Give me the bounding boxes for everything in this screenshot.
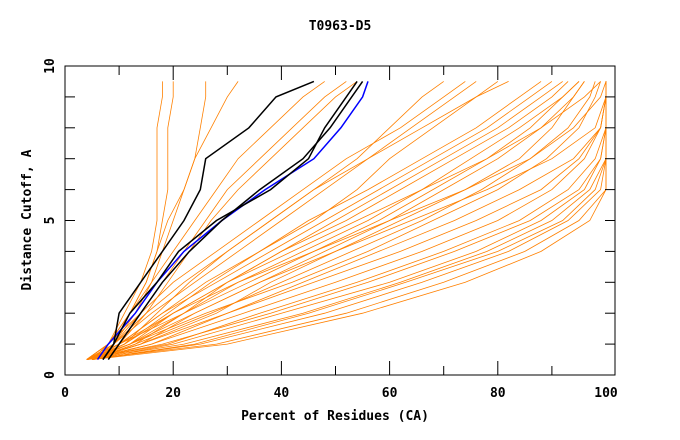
orange-series-35	[86, 81, 542, 360]
orange-series-13	[91, 81, 569, 360]
y-axis-label: Distance Cutoff, A	[20, 149, 35, 290]
orange-series-26	[91, 81, 239, 360]
orange-series-15	[91, 81, 585, 360]
x-tick-label: 80	[490, 386, 506, 401]
orange-series-31	[91, 81, 607, 360]
y-tick-label: 5	[43, 217, 58, 225]
y-tick-label: 0	[43, 371, 58, 379]
x-tick-label: 20	[165, 386, 181, 401]
orange-series-20	[91, 81, 499, 360]
x-tick-label: 60	[382, 386, 398, 401]
orange-series-18	[91, 81, 477, 360]
orange-series-27	[86, 81, 163, 360]
y-tick-label: 10	[43, 58, 58, 74]
model-black-1	[102, 80, 358, 361]
model-black-3	[107, 80, 364, 361]
orange-series-11	[86, 81, 580, 360]
orange-series-34	[91, 81, 563, 360]
orange-series-21	[86, 81, 466, 360]
orange-series-17	[91, 81, 580, 360]
x-tick-label: 100	[594, 386, 618, 401]
model-black-2	[102, 80, 315, 361]
ticks-layer: 0 20 40 60 80 100 0 5 10	[43, 58, 618, 401]
orange-series-12	[91, 81, 596, 360]
orange-series-33	[86, 81, 607, 360]
orange-series-22	[91, 81, 347, 360]
x-tick-label: 0	[61, 386, 69, 401]
chart-title: T0963-D5	[309, 19, 372, 34]
orange-series-2	[91, 81, 607, 360]
orange-series-28	[91, 81, 358, 360]
x-tick-label: 40	[274, 386, 290, 401]
curves-layer	[86, 80, 607, 361]
orange-series-14	[86, 81, 601, 360]
x-axis-label: Percent of Residues (CA)	[241, 409, 429, 424]
orange-series-9	[86, 81, 607, 360]
orange-series-29	[91, 81, 509, 360]
orange-series-32	[91, 81, 607, 360]
orange-series-30	[86, 81, 601, 360]
orange-series-8	[91, 81, 607, 360]
orange-series-25	[86, 81, 207, 360]
orange-series-6	[91, 81, 607, 360]
orange-series-4	[91, 81, 607, 360]
